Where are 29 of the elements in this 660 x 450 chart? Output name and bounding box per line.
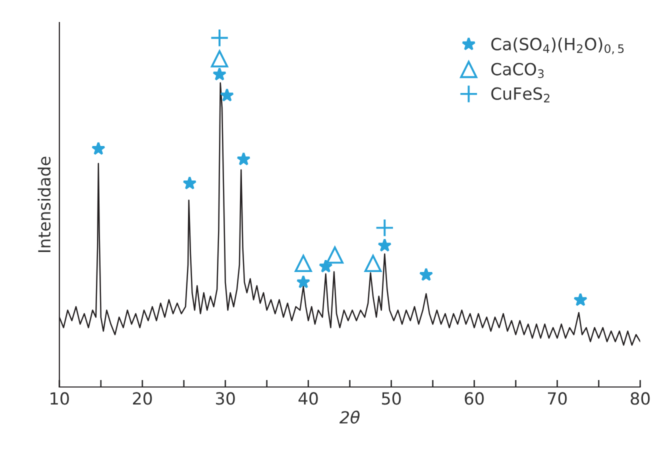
x-tick-label: 40	[298, 392, 318, 405]
x-tick-label: 50	[382, 392, 401, 405]
point	[296, 275, 310, 288]
point	[236, 152, 251, 166]
x-tick-label: 80	[630, 392, 650, 405]
x-tick-label: 20	[132, 392, 152, 405]
point	[318, 259, 333, 273]
point	[364, 254, 382, 272]
point	[294, 254, 312, 272]
legend-label: CuFeS$_{2}$	[491, 87, 550, 102]
point	[220, 88, 234, 102]
point	[419, 268, 434, 281]
x-tick-label: 60	[464, 392, 484, 405]
point	[574, 292, 588, 306]
x-axis-title: 2θ	[339, 410, 360, 424]
point	[326, 246, 344, 264]
legend-label: CaCO$_{3}$	[491, 62, 544, 78]
point	[375, 218, 394, 238]
point	[91, 142, 106, 155]
point	[210, 50, 228, 68]
x-tick-label: 70	[548, 392, 567, 405]
point	[378, 238, 392, 252]
point	[182, 176, 197, 190]
x-tick-label: 10	[50, 392, 69, 405]
y-axis-title: Intensidade	[38, 156, 51, 252]
point	[210, 28, 229, 48]
legend-label: Ca(SO$_{4}$)(H$_{2}$O)$_{0,5}$	[491, 38, 624, 54]
x-tick-label: 30	[216, 392, 235, 405]
point	[212, 67, 226, 81]
